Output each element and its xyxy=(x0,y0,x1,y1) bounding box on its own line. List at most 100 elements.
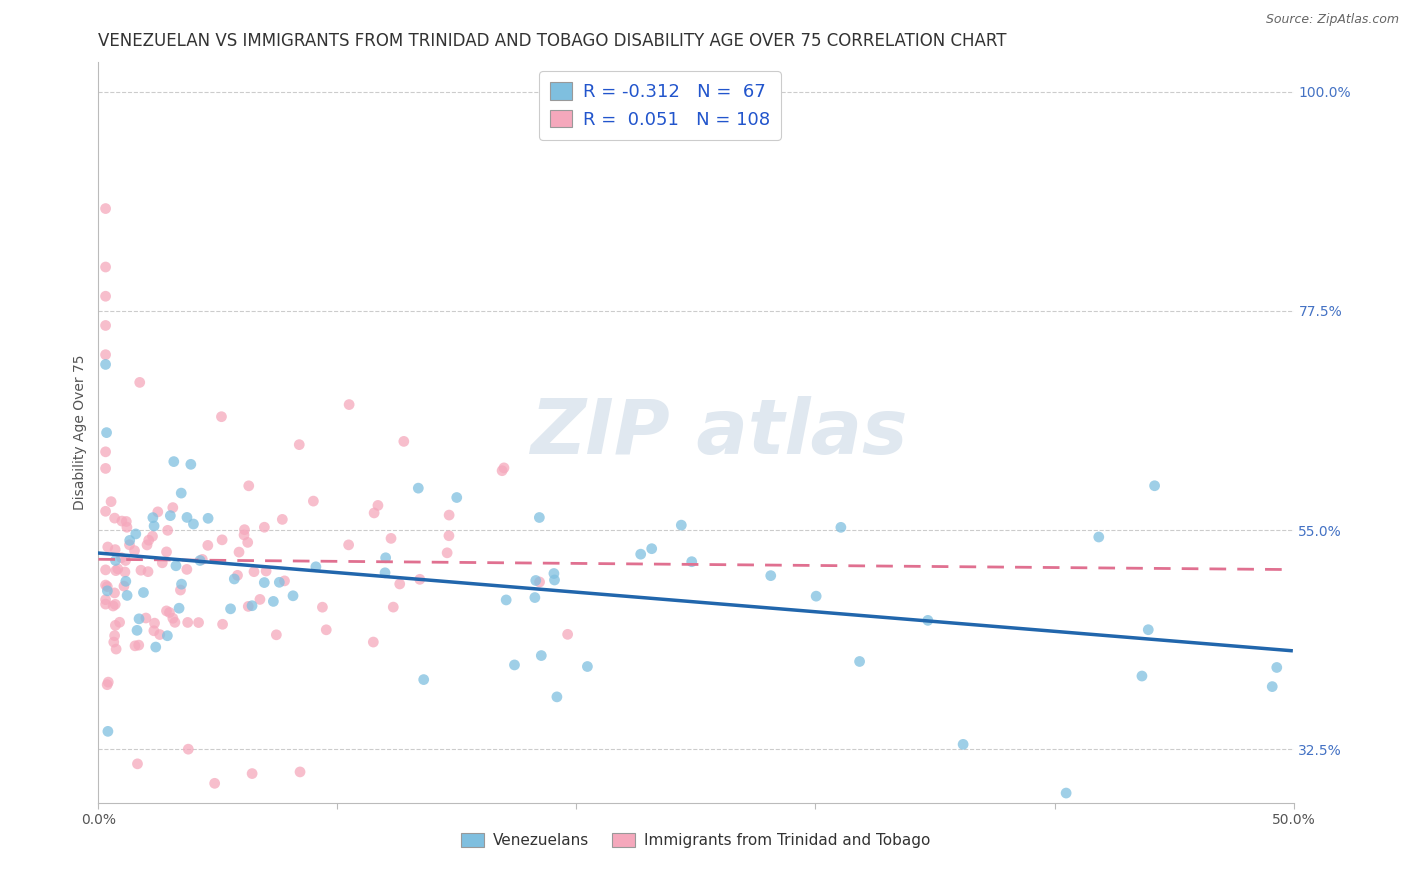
Point xyxy=(197,511,219,525)
Point xyxy=(233,528,256,542)
Point xyxy=(228,545,250,559)
Point xyxy=(315,623,337,637)
Point xyxy=(101,599,124,613)
Point xyxy=(211,409,233,424)
Point xyxy=(125,527,148,541)
Point xyxy=(367,499,389,513)
Point xyxy=(143,616,166,631)
Point xyxy=(188,553,211,567)
Point xyxy=(128,376,150,390)
Point xyxy=(952,737,974,751)
Point xyxy=(114,574,136,589)
Point xyxy=(380,532,402,546)
Point xyxy=(94,289,117,303)
Point xyxy=(1054,786,1077,800)
Point xyxy=(238,599,260,614)
Point xyxy=(305,559,328,574)
Point xyxy=(169,582,191,597)
Point xyxy=(136,565,159,579)
Point xyxy=(94,202,117,216)
Point xyxy=(96,425,118,440)
Point xyxy=(187,615,209,630)
Point xyxy=(124,639,146,653)
Legend: Venezuelans, Immigrants from Trinidad and Tobago: Venezuelans, Immigrants from Trinidad an… xyxy=(456,827,936,855)
Point xyxy=(382,600,405,615)
Point xyxy=(804,589,827,603)
Y-axis label: Disability Age Over 75: Disability Age Over 75 xyxy=(73,355,87,510)
Point xyxy=(105,642,128,657)
Point xyxy=(94,348,117,362)
Point xyxy=(374,550,396,565)
Point xyxy=(269,575,291,590)
Point xyxy=(337,398,360,412)
Point xyxy=(523,591,546,605)
Point xyxy=(409,572,432,586)
Point xyxy=(311,600,333,615)
Point xyxy=(576,659,599,673)
Point xyxy=(917,613,939,627)
Point xyxy=(238,479,260,493)
Point xyxy=(94,445,117,459)
Point xyxy=(363,635,385,649)
Text: ZIP atlas: ZIP atlas xyxy=(531,396,908,469)
Point xyxy=(388,577,411,591)
Point xyxy=(176,562,198,576)
Point xyxy=(249,592,271,607)
Point xyxy=(155,604,177,618)
Point xyxy=(641,541,664,556)
Point xyxy=(408,481,430,495)
Point xyxy=(110,550,132,565)
Point xyxy=(115,589,138,603)
Point xyxy=(103,635,125,649)
Point xyxy=(156,524,179,538)
Point xyxy=(543,573,565,587)
Point xyxy=(167,601,190,615)
Point xyxy=(630,547,652,561)
Point xyxy=(94,597,117,611)
Point xyxy=(529,510,551,524)
Point xyxy=(557,627,579,641)
Point xyxy=(302,494,325,508)
Point xyxy=(128,612,150,626)
Point xyxy=(104,542,127,557)
Point xyxy=(197,538,219,552)
Point xyxy=(180,458,202,472)
Point xyxy=(163,454,186,468)
Point xyxy=(183,516,205,531)
Point xyxy=(127,756,149,771)
Point xyxy=(163,615,186,630)
Point xyxy=(104,511,127,525)
Point xyxy=(100,494,122,508)
Point xyxy=(524,574,547,588)
Point xyxy=(337,538,360,552)
Point xyxy=(191,552,214,566)
Point xyxy=(412,673,434,687)
Point xyxy=(436,546,458,560)
Point xyxy=(211,617,233,632)
Point xyxy=(103,586,125,600)
Point xyxy=(94,461,117,475)
Point xyxy=(135,611,157,625)
Text: Source: ZipAtlas.com: Source: ZipAtlas.com xyxy=(1265,13,1399,27)
Point xyxy=(138,533,160,548)
Point xyxy=(94,563,117,577)
Point xyxy=(176,615,198,630)
Point xyxy=(226,568,249,582)
Point xyxy=(446,491,468,505)
Point xyxy=(491,464,513,478)
Point xyxy=(141,529,163,543)
Point xyxy=(115,515,138,529)
Point xyxy=(128,638,150,652)
Point xyxy=(94,504,117,518)
Point xyxy=(233,523,256,537)
Point xyxy=(392,434,415,449)
Point xyxy=(118,533,141,548)
Point xyxy=(543,566,565,581)
Point xyxy=(1137,623,1160,637)
Point xyxy=(94,592,117,607)
Point xyxy=(132,585,155,599)
Point xyxy=(142,510,165,524)
Point xyxy=(114,553,136,567)
Point xyxy=(104,564,127,578)
Point xyxy=(437,508,460,522)
